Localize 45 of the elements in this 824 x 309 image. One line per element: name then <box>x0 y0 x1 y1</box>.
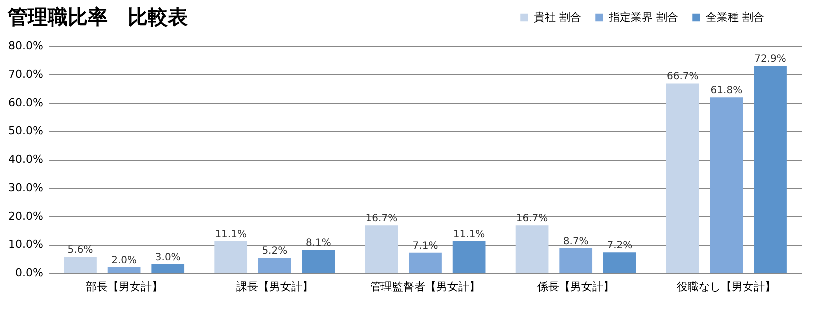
bar <box>152 264 185 273</box>
legend-label: 指定業界 割合 <box>608 10 678 24</box>
bar <box>666 84 700 273</box>
data-label: 16.7% <box>366 214 398 225</box>
x-tick-label: 係長【男女計】 <box>538 280 615 294</box>
bar <box>516 226 549 273</box>
x-tick-label: 管理監督者【男女計】 <box>370 280 480 294</box>
bar <box>108 267 141 273</box>
x-tick-label: 役職なし【男女計】 <box>677 280 776 294</box>
y-tick-label: 10.0% <box>8 238 44 252</box>
y-tick-label: 20.0% <box>8 210 44 223</box>
data-label: 16.7% <box>516 214 548 225</box>
chart-title: 管理職比率 比較表 <box>7 5 188 29</box>
legend-label: 貴社 割合 <box>534 10 582 24</box>
bar <box>365 226 398 273</box>
bar <box>754 66 787 273</box>
data-label: 2.0% <box>112 255 138 266</box>
bar <box>302 250 336 273</box>
data-label: 8.7% <box>563 236 589 248</box>
data-label: 11.1% <box>215 230 247 241</box>
bar <box>409 252 442 273</box>
y-tick-label: 80.0% <box>8 40 44 52</box>
bar <box>560 248 593 273</box>
data-label: 66.7% <box>667 72 699 83</box>
bar <box>452 242 486 273</box>
legend-label: 全業種 割合 <box>706 10 764 24</box>
y-tick-label: 50.0% <box>8 124 44 138</box>
y-tick-label: 70.0% <box>8 68 44 81</box>
y-tick-label: 30.0% <box>8 181 44 194</box>
y-tick-label: 60.0% <box>8 96 44 110</box>
data-label: 11.1% <box>453 230 486 241</box>
bar <box>258 258 292 273</box>
x-tick-label: 課長【男女計】 <box>236 280 314 294</box>
bar <box>214 242 248 273</box>
data-label: 61.8% <box>710 86 743 97</box>
bar <box>710 98 744 273</box>
y-tick-label: 0.0% <box>16 266 44 280</box>
data-label: 3.0% <box>155 252 181 264</box>
data-label: 5.2% <box>262 246 288 258</box>
y-tick-label: 40.0% <box>8 153 44 166</box>
bar <box>603 252 636 273</box>
data-label: 72.9% <box>754 54 786 66</box>
bar <box>64 257 97 273</box>
data-label: 5.6% <box>68 245 94 256</box>
x-tick-label: 部長【男女計】 <box>86 280 163 294</box>
